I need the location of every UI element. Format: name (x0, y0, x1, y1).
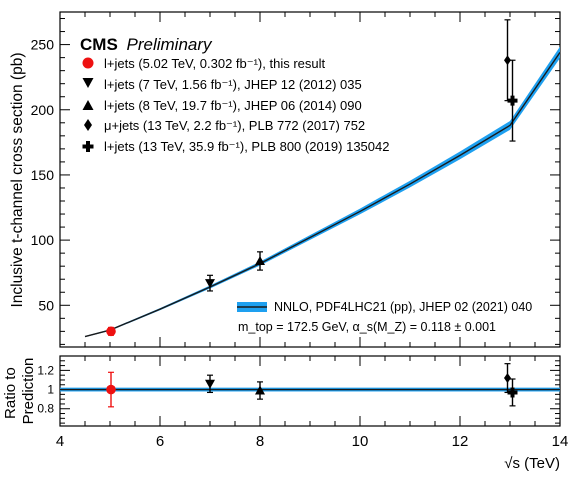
marker-triangle-down (205, 279, 215, 289)
marker-cross (507, 387, 518, 398)
marker-circle (106, 384, 116, 395)
y-axis-label-top: Inclusive t-channel cross section (pb) (9, 52, 26, 307)
data-points (106, 19, 518, 408)
prediction-band (84, 46, 561, 338)
y-tick-label-top: 250 (31, 37, 55, 53)
y-axis-label-ratio: Ratio to Prediction (2, 358, 37, 425)
ratio-band (60, 387, 560, 392)
legend-params-label: m_top = 172.5 GeV, α_s(M_Z) = 0.118 ± 0.… (238, 320, 496, 334)
y-tick-label-top: 50 (38, 297, 54, 313)
x-tick-label: 8 (256, 433, 264, 450)
legend-marker-triangle-up (82, 100, 94, 110)
y-tick-label-ratio: 1.2 (37, 363, 54, 377)
legend-label-3: l+jets (8 TeV, 19.7 fb⁻¹), JHEP 06 (2014… (104, 98, 362, 113)
marker-triangle-down (205, 379, 215, 389)
cms-label: CMS Preliminary (80, 35, 213, 54)
legend-marker-diamond (84, 119, 92, 131)
marker-diamond (504, 373, 511, 384)
legend-marker-triangle-down (82, 78, 94, 88)
legend-marker-circle (82, 57, 94, 69)
y-tick-label-ratio: 1 (47, 383, 54, 397)
cms-brand: CMS (80, 35, 118, 54)
axis-ticks (59, 12, 561, 426)
legend-label-2: l+jets (7 TeV, 1.56 fb⁻¹), JHEP 12 (2012… (104, 77, 362, 92)
y-tick-label-top: 150 (31, 167, 55, 183)
x-tick-label: 10 (352, 433, 369, 450)
marker-triangle-up (255, 255, 265, 265)
tick-labels: 4 6 8 10 12 14 50 100 150 200 250 0.8 1 1.2 (31, 37, 569, 450)
legend-label-5: l+jets (13 TeV, 35.9 fb⁻¹), PLB 800 (201… (104, 139, 389, 154)
x-tick-label: 14 (552, 433, 569, 450)
legend: l+jets (5.02 TeV, 0.302 fb⁻¹), this resu… (82, 56, 532, 334)
x-tick-label: 4 (56, 433, 64, 450)
x-tick-label: 6 (156, 433, 164, 450)
legend-marker-cross (82, 141, 94, 152)
marker-circle (106, 326, 116, 337)
x-tick-label: 12 (452, 433, 469, 450)
marker-cross (507, 95, 518, 106)
preliminary-label: Preliminary (127, 35, 214, 54)
legend-band-label: NNLO, PDF4LHC21 (pp), JHEP 02 (2021) 040 (274, 300, 532, 314)
y-tick-label-top: 200 (31, 102, 55, 118)
legend-label-1: l+jets (5.02 TeV, 0.302 fb⁻¹), this resu… (104, 56, 326, 71)
legend-label-4: μ+jets (13 TeV, 2.2 fb⁻¹), PLB 772 (2017… (104, 118, 365, 133)
prediction-central-line (84, 52, 561, 338)
y-tick-label-top: 100 (31, 232, 55, 248)
marker-triangle-up (255, 385, 265, 395)
marker-diamond (504, 55, 511, 66)
y-tick-label-ratio: 0.8 (37, 402, 54, 416)
x-axis-label: √s (TeV) (504, 455, 560, 472)
